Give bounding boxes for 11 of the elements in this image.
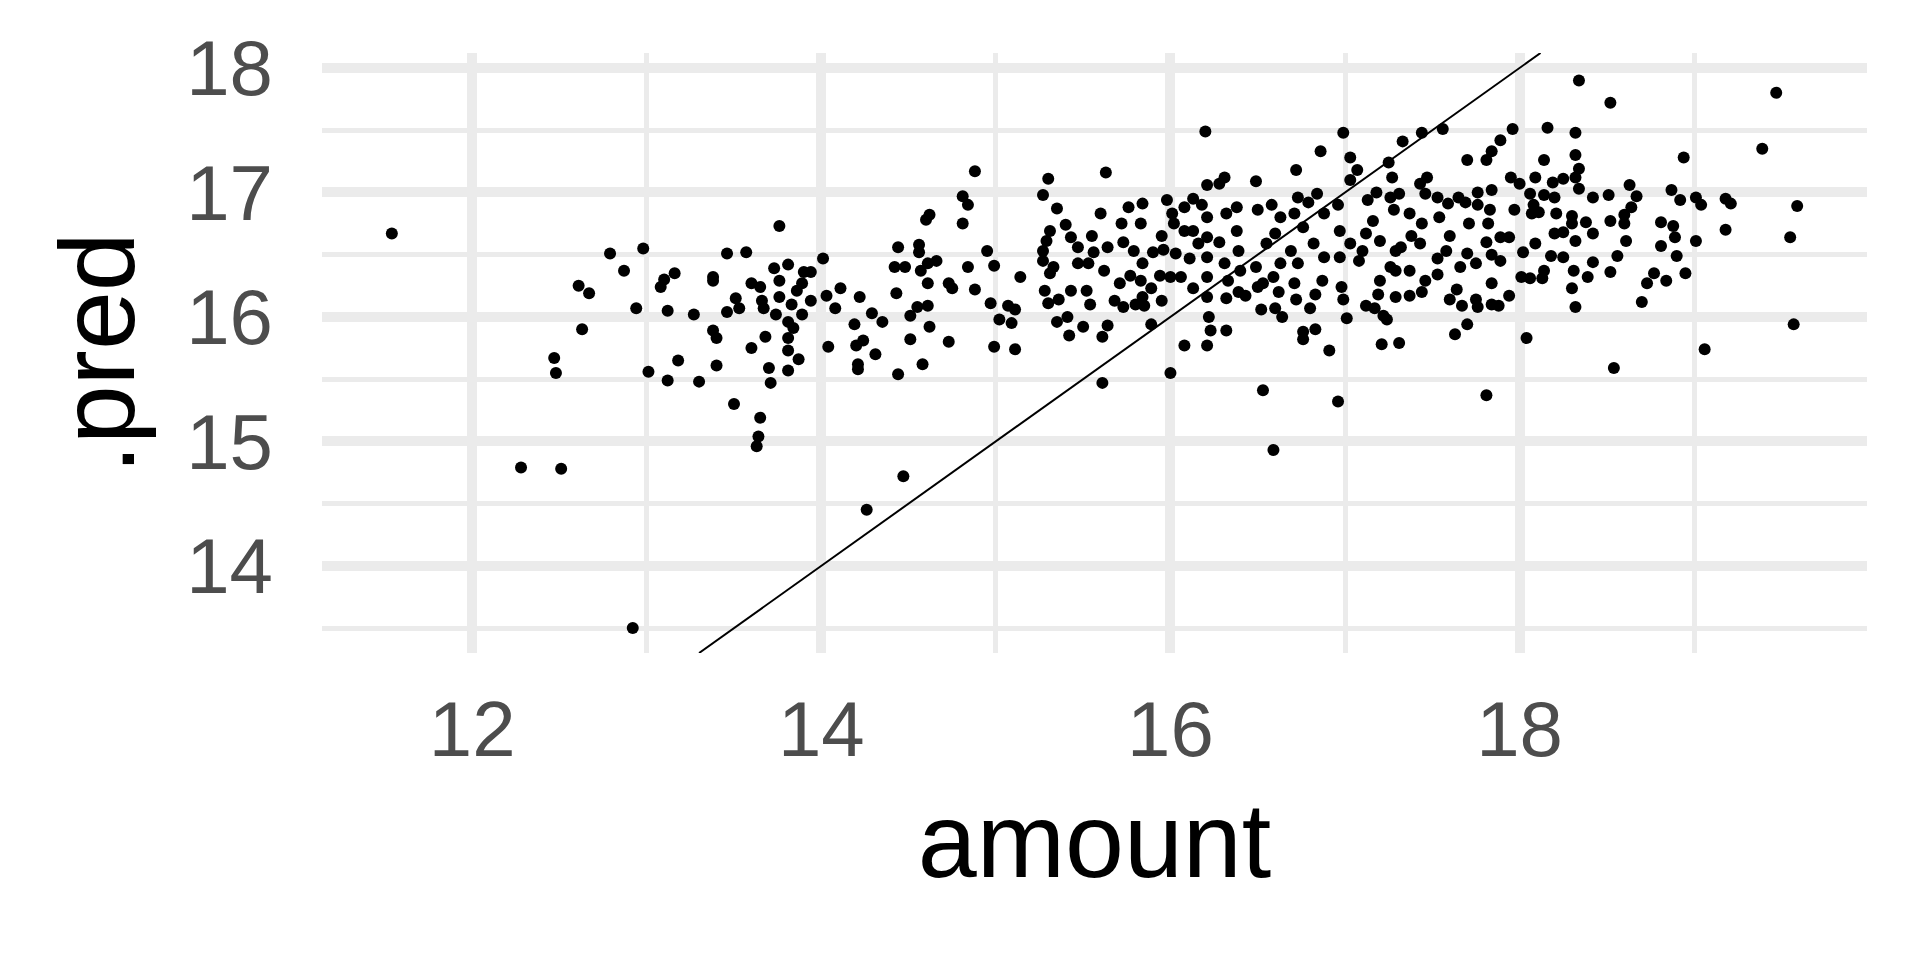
x-axis-title: amount	[917, 780, 1272, 899]
x-tick-label: 18	[1476, 685, 1563, 773]
y-axis-title: .pred	[37, 232, 156, 474]
y-tick-label: 18	[186, 24, 273, 113]
x-tick-label: 12	[428, 685, 516, 773]
x-tick-label: 14	[777, 685, 865, 773]
y-tick-label: 14	[186, 522, 273, 611]
y-tick-label: 17	[186, 148, 273, 237]
x-tick-label: 16	[1127, 685, 1214, 773]
y-tick-label: 15	[186, 397, 273, 486]
y-tick-label: 16	[186, 273, 273, 362]
